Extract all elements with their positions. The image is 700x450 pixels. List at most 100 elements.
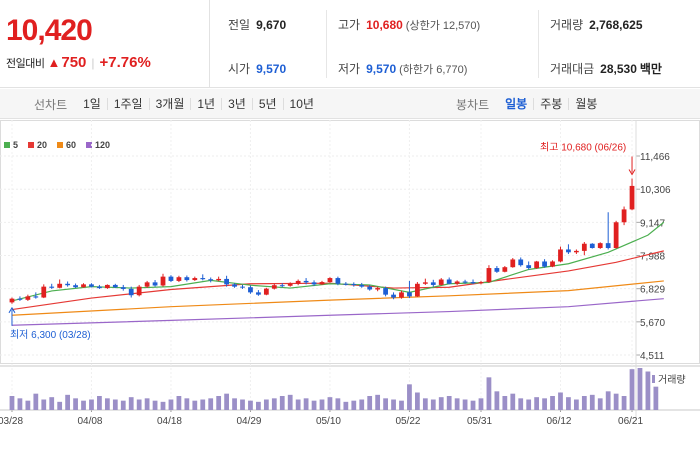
candle-body[interactable]: [41, 286, 47, 298]
candle-body[interactable]: [263, 288, 269, 295]
candle-body[interactable]: [224, 278, 229, 285]
candle-body[interactable]: [176, 277, 182, 281]
candle-body[interactable]: [415, 283, 420, 297]
candle-body[interactable]: [518, 259, 524, 266]
candle-body[interactable]: [375, 288, 381, 290]
candle-body[interactable]: [271, 285, 277, 289]
volume-bar[interactable]: [279, 396, 285, 410]
volume-bar[interactable]: [375, 394, 381, 410]
candle-body[interactable]: [144, 282, 150, 287]
candle-body[interactable]: [65, 283, 71, 286]
volume-bar[interactable]: [192, 400, 198, 410]
candle-body[interactable]: [303, 280, 309, 283]
candle-body[interactable]: [73, 285, 78, 288]
volume-bar[interactable]: [9, 396, 15, 410]
candle-body[interactable]: [597, 243, 603, 249]
volume-bar[interactable]: [454, 398, 460, 410]
volume-bar[interactable]: [399, 400, 404, 410]
candle-body[interactable]: [57, 283, 63, 288]
volume-bar[interactable]: [422, 398, 428, 410]
period-3y[interactable]: 3년: [221, 98, 252, 110]
candle-body[interactable]: [335, 278, 341, 284]
candle-body[interactable]: [502, 267, 508, 272]
volume-bar[interactable]: [319, 399, 325, 411]
candle-weekly[interactable]: 주봉: [533, 98, 568, 110]
candle-body[interactable]: [33, 296, 39, 298]
candle-body[interactable]: [573, 250, 579, 253]
volume-bar[interactable]: [152, 400, 158, 410]
candle-body[interactable]: [192, 278, 198, 281]
volume-bar[interactable]: [438, 397, 444, 410]
candle-body[interactable]: [486, 268, 492, 283]
candle-body[interactable]: [430, 282, 436, 285]
volume-bar[interactable]: [478, 398, 484, 410]
volume-bar[interactable]: [120, 400, 126, 410]
volume-bar[interactable]: [486, 377, 492, 410]
candle-body[interactable]: [494, 268, 500, 272]
candle-body[interactable]: [136, 286, 142, 296]
volume-bar[interactable]: [104, 398, 110, 410]
volume-bar[interactable]: [41, 399, 47, 411]
candle-body[interactable]: [25, 296, 31, 300]
candle-body[interactable]: [446, 279, 452, 284]
volume-bar[interactable]: [558, 392, 563, 411]
volume-bar[interactable]: [605, 391, 611, 410]
volume-bar[interactable]: [526, 399, 532, 411]
volume-bar[interactable]: [462, 399, 468, 411]
candle-body[interactable]: [367, 286, 373, 290]
candle-body[interactable]: [478, 282, 484, 284]
volume-bar[interactable]: [184, 398, 190, 410]
volume-bar[interactable]: [216, 396, 222, 410]
candle-body[interactable]: [327, 278, 333, 283]
volume-bar[interactable]: [566, 397, 571, 410]
volume-bar[interactable]: [240, 399, 245, 411]
volume-bar[interactable]: [81, 400, 86, 410]
volume-bar[interactable]: [176, 396, 182, 410]
candle-body[interactable]: [581, 243, 587, 251]
volume-bar[interactable]: [430, 399, 436, 411]
volume-bar[interactable]: [271, 398, 277, 410]
period-1y[interactable]: 1년: [190, 98, 221, 110]
volume-bar[interactable]: [581, 396, 587, 410]
volume-bar[interactable]: [573, 399, 579, 411]
volume-bar[interactable]: [518, 398, 524, 410]
volume-bar[interactable]: [295, 399, 301, 411]
candle-body[interactable]: [621, 209, 627, 223]
volume-bar[interactable]: [343, 401, 349, 410]
candle-monthly[interactable]: 월봉: [568, 98, 603, 110]
volume-bar[interactable]: [97, 396, 102, 410]
period-10y[interactable]: 10년: [282, 98, 320, 110]
candle-body[interactable]: [422, 282, 428, 284]
volume-bar[interactable]: [470, 400, 476, 410]
candle-body[interactable]: [605, 243, 611, 249]
price-chart[interactable]: 11,466 10,306 9,147 7,988 6,829 5,670 4,511 03/…: [0, 120, 700, 450]
volume-bar[interactable]: [65, 394, 71, 410]
candle-body[interactable]: [168, 276, 174, 281]
volume-bar[interactable]: [542, 398, 547, 410]
volume-bar[interactable]: [327, 397, 333, 410]
candle-body[interactable]: [128, 288, 134, 296]
candle-body[interactable]: [319, 282, 325, 285]
candle-body[interactable]: [470, 282, 476, 284]
candle-body[interactable]: [81, 284, 86, 288]
volume-bar[interactable]: [653, 386, 659, 410]
volume-bar[interactable]: [534, 397, 540, 410]
volume-bar[interactable]: [232, 398, 237, 410]
candle-body[interactable]: [152, 282, 158, 286]
volume-bar[interactable]: [359, 399, 365, 411]
period-1d[interactable]: 1일: [83, 97, 101, 111]
candle-body[interactable]: [120, 287, 126, 289]
volume-bar[interactable]: [136, 399, 142, 411]
candle-body[interactable]: [200, 278, 206, 280]
candle-body[interactable]: [383, 288, 388, 295]
volume-bar[interactable]: [335, 398, 341, 410]
candle-body[interactable]: [295, 280, 301, 284]
volume-bar[interactable]: [303, 398, 309, 410]
candle-body[interactable]: [256, 292, 261, 295]
period-5y[interactable]: 5년: [251, 98, 283, 110]
candle-body[interactable]: [240, 286, 245, 288]
candle-body[interactable]: [184, 277, 190, 281]
volume-bar[interactable]: [367, 396, 373, 410]
candle-body[interactable]: [629, 185, 635, 210]
candle-body[interactable]: [542, 261, 547, 267]
